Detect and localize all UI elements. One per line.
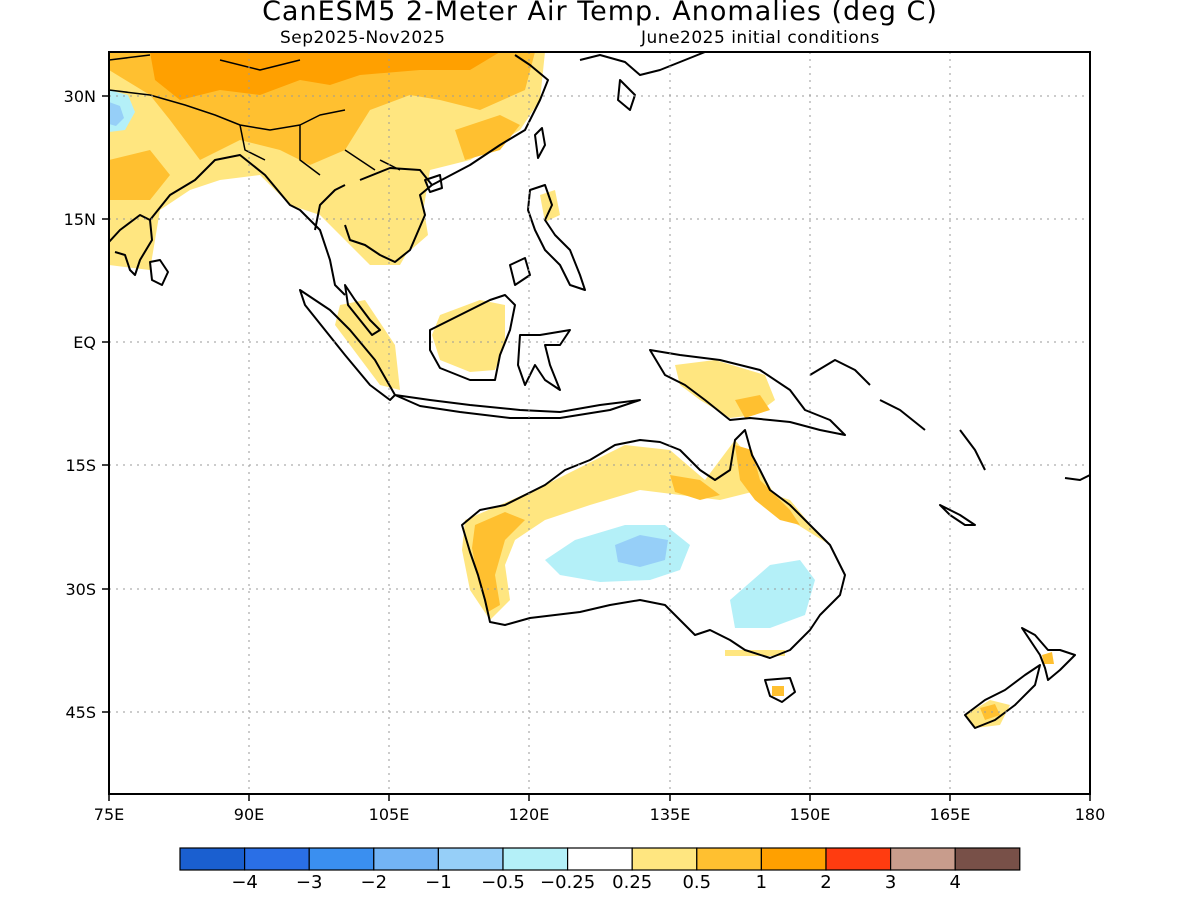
colorbar-label: 1 — [756, 872, 767, 893]
indochina-warm-anomaly — [335, 165, 428, 255]
lon-label: 120E — [509, 805, 550, 824]
colorbar-label: −0.25 — [540, 872, 595, 893]
new-guinea-moderate-anomaly — [735, 395, 770, 418]
colorbar-swatch — [566, 847, 633, 871]
lon-label: 135E — [650, 805, 691, 824]
tick-marks — [102, 95, 1091, 801]
asia-moderate-anomaly-2 — [109, 150, 170, 200]
colorbar-label: −4 — [231, 872, 258, 893]
colorbar-label: 3 — [885, 872, 896, 893]
asia-cool-anomaly-core — [109, 102, 124, 126]
lat-label: 15N — [64, 210, 96, 229]
taiwan — [534, 127, 546, 159]
colorbar-swatch — [954, 847, 1021, 871]
colorbar-swatch — [244, 847, 310, 871]
longitude-labels: 75E 90E 105E 120E 135E 150E 165E 180 — [94, 805, 1106, 824]
lon-label: 75E — [94, 805, 124, 824]
map-frame — [108, 51, 1091, 795]
new-zealand-north — [1021, 627, 1076, 681]
colorbar-swatch — [760, 847, 827, 871]
tasmania — [764, 677, 796, 703]
colorbar-swatch — [696, 847, 762, 871]
lon-label: 165E — [930, 805, 971, 824]
philippines — [509, 184, 586, 291]
lat-label: 15S — [65, 456, 96, 475]
initial-conditions: June2025 initial conditions — [641, 28, 880, 48]
lon-label: 90E — [234, 805, 264, 824]
colorbar-swatch — [437, 847, 504, 871]
sulawesi — [517, 329, 571, 391]
colorbar-label: −1 — [425, 872, 452, 893]
new-zealand-south — [964, 664, 1041, 729]
new-caledonia — [939, 504, 976, 526]
lon-label: 150E — [790, 805, 831, 824]
borneo-warm-anomaly — [432, 300, 505, 372]
lat-label: 45S — [65, 703, 96, 722]
forecast-period: Sep2025-Nov2025 — [280, 28, 446, 48]
colorbar-label: 4 — [949, 872, 960, 893]
philippines-warm-anomaly — [540, 190, 560, 222]
sumatra-warm-anomaly — [335, 300, 400, 390]
colorbar-label: 0.25 — [612, 872, 652, 893]
lat-label: 30S — [65, 580, 96, 599]
coastlines — [109, 52, 1090, 729]
colorbar-swatch — [631, 847, 698, 871]
new-zealand-moderate-anomaly — [980, 704, 1000, 720]
australia-moderate-anomaly-2 — [735, 445, 800, 525]
tasmania-anomaly — [772, 686, 784, 696]
map-title: CanESM5 2-Meter Air Temp. Anomalies (deg… — [262, 0, 938, 27]
latitude-labels: 30N 15N EQ 15S 30S 45S — [64, 87, 96, 722]
colorbar-swatch — [502, 847, 569, 871]
sri-lanka — [149, 259, 169, 286]
malay-peninsula — [344, 284, 381, 336]
anomaly-shading — [109, 52, 1054, 728]
japan — [579, 52, 706, 111]
lon-label: 180 — [1075, 805, 1106, 824]
australia-cool-anomaly-core — [615, 535, 668, 567]
australia — [461, 429, 846, 659]
colorbar-swatch — [179, 847, 246, 871]
java — [394, 394, 641, 419]
hainan — [424, 174, 443, 193]
colorbar-swatch — [825, 847, 892, 871]
colorbar-label: 2 — [820, 872, 831, 893]
vanuatu-fiji — [959, 429, 1090, 481]
new-guinea — [649, 349, 846, 436]
png-islands — [809, 359, 926, 431]
sumatra — [299, 289, 396, 401]
colorbar-label: −2 — [361, 872, 388, 893]
australia-cool-anomaly-east — [730, 560, 815, 628]
new-zealand-north-anomaly — [1042, 652, 1054, 664]
colorbar-swatch — [373, 847, 439, 871]
colorbar-label: −0.5 — [481, 872, 525, 893]
lat-label: 30N — [64, 87, 96, 106]
colorbar-label: −3 — [296, 872, 323, 893]
borneo — [429, 294, 516, 381]
graticule — [109, 52, 1090, 794]
asia-coastline — [109, 54, 549, 296]
australia-moderate-anomaly — [472, 512, 525, 612]
colorbar-swatch — [889, 847, 956, 871]
australia-moderate-anomaly-3 — [670, 475, 720, 500]
asia-moderate-anomaly-3 — [455, 115, 520, 160]
australia-warm-anomaly — [462, 440, 830, 620]
lat-label: EQ — [73, 333, 96, 352]
colorbar-swatch — [308, 847, 375, 871]
asia-border-lines — [109, 54, 401, 176]
colorbar: −4 −3 −2 −1 −0.5 −0.25 0.25 0.5 1 2 3 4 — [179, 847, 1021, 893]
colorbar-label: 0.5 — [682, 872, 711, 893]
lon-label: 105E — [369, 805, 410, 824]
